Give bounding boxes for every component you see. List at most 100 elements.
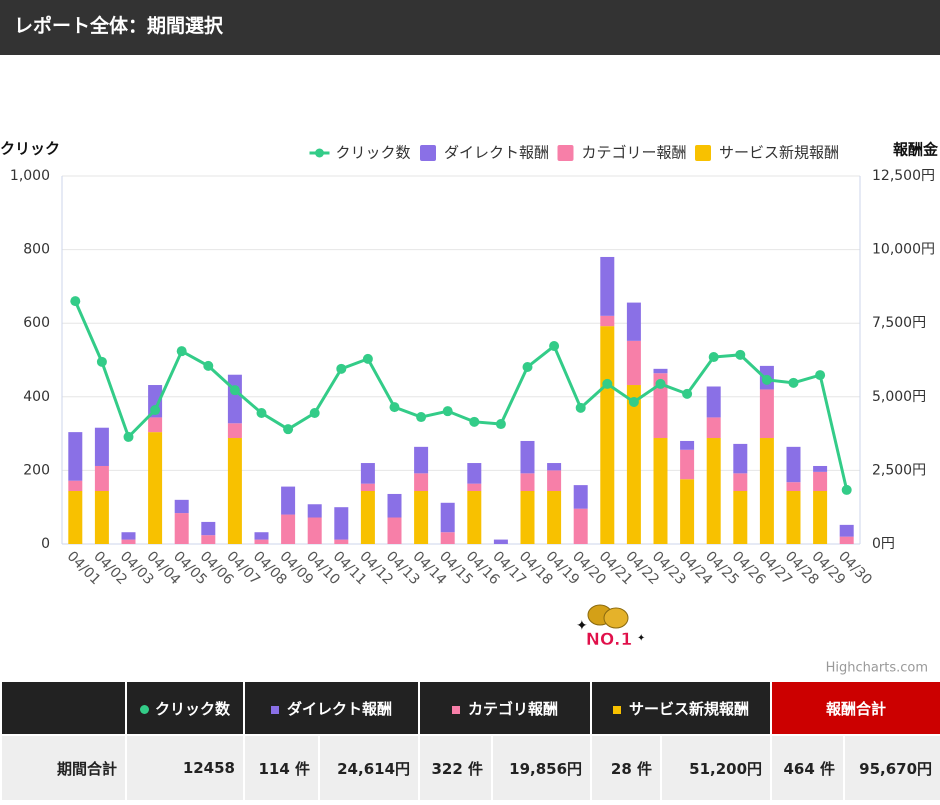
bar-segment [227, 374, 242, 424]
line-marker [362, 353, 373, 364]
y-tick-label: 600 [23, 315, 50, 331]
legend-label: カテゴリー報酬 [582, 144, 687, 162]
bar-segment [414, 446, 429, 474]
table-cell: 114 件 [243, 734, 320, 802]
bar-segment [573, 508, 588, 544]
table-cell: 期間合計 [0, 734, 127, 802]
bar-segment [813, 465, 828, 472]
bar-segment [547, 491, 562, 544]
table-cell: 322 件 [418, 734, 494, 802]
bar-segment [360, 463, 375, 484]
table-cell: 19,856円 [491, 734, 593, 802]
line-marker [442, 406, 453, 417]
bar-segment [334, 539, 349, 544]
bar-segment [281, 486, 296, 515]
bar-segment [520, 473, 535, 492]
y-tick-label: 1,000 [10, 168, 50, 184]
y2-tick-label: 10,000円 [872, 242, 935, 258]
y2-axis-title: 報酬金 [893, 141, 939, 159]
svg-text:✦: ✦ [637, 633, 645, 644]
bar-segment [520, 491, 535, 544]
header-cell: ダイレクト報酬 [242, 680, 421, 736]
y2-tick-label: 7,500円 [872, 315, 926, 331]
legend-marker [315, 148, 324, 158]
bar-segment [68, 491, 83, 544]
line-marker [682, 388, 693, 399]
bar-segment [467, 483, 482, 492]
bar-segment [573, 485, 588, 509]
line-marker [735, 349, 746, 360]
bar-segment [387, 517, 402, 544]
chart: クリック 報酬金 0 200 400 600 800 1,000 0円 2,500円 5,000… [0, 140, 939, 676]
summary-table: クリック数 ダイレクト報酬 カテゴリ報酬 サービス新規報酬 報酬合計 期間合計 1… [0, 680, 940, 802]
header-text: カテゴリ報酬 [468, 699, 559, 718]
bar-segment [600, 256, 615, 316]
bar-segment [706, 386, 721, 418]
bar-segment [414, 491, 429, 544]
bar-segment [706, 417, 721, 439]
bar-segment [733, 491, 748, 544]
y-tick-label: 200 [23, 462, 50, 478]
bar-segment [94, 491, 109, 544]
table-cell: 24,614円 [317, 734, 421, 802]
y2-tick-label: 12,500円 [872, 168, 935, 184]
bar-segment [440, 532, 455, 544]
header-text: 報酬合計 [826, 699, 887, 718]
bar-segment [786, 446, 801, 483]
line-marker [522, 361, 533, 372]
bar-segment [201, 535, 216, 544]
bar-segment [813, 491, 828, 544]
line-marker [336, 363, 347, 374]
line-marker [655, 378, 666, 389]
legend-label: ダイレクト報酬 [444, 144, 549, 162]
y-axis-title: クリック [0, 140, 60, 158]
bar-segment [174, 513, 189, 544]
bar-segment [600, 326, 615, 544]
bar-segment [680, 440, 695, 450]
header-cell [0, 680, 127, 736]
line-marker [788, 377, 799, 388]
table-row: 期間合計 12458 114 件 24,614円 322 件 19,856円 28 件 51,… [0, 734, 940, 802]
bar-segment [94, 465, 109, 492]
line-marker [389, 402, 400, 413]
bar-segment [467, 491, 482, 544]
legend-label: サービス新規報酬 [719, 144, 839, 162]
line-marker [309, 407, 320, 418]
line-marker [575, 402, 586, 413]
bar-segment [307, 517, 322, 544]
y-tick-label: 0 [41, 536, 50, 552]
line-marker [283, 424, 294, 435]
bar-segment [68, 432, 83, 481]
line-marker [495, 419, 506, 430]
legend-marker [557, 145, 574, 161]
line-marker [229, 385, 240, 396]
bar-segment [759, 389, 774, 439]
bar-segment [733, 443, 748, 474]
bar-segment [121, 539, 136, 544]
bar-segment [227, 438, 242, 544]
bar-segment [547, 470, 562, 492]
line [73, 300, 849, 491]
bar-segment [467, 463, 482, 484]
bar-segment [626, 302, 641, 341]
y-tick-label: 800 [23, 242, 50, 258]
bar-segment [201, 521, 216, 536]
y-tick-label: 400 [23, 389, 50, 405]
line-marker [549, 341, 560, 352]
bar-segment [148, 417, 163, 433]
bar-segment [254, 539, 269, 544]
badge-icon: ✦ ✦ NO.1 [576, 604, 645, 650]
bar-segment [839, 536, 854, 544]
bar-segment [626, 385, 641, 544]
bar-segment [334, 507, 349, 540]
line-marker [123, 431, 134, 442]
bar-segment [520, 440, 535, 474]
header-text: ダイレクト報酬 [287, 699, 393, 718]
line-marker [150, 405, 161, 416]
legend-marker [420, 145, 436, 161]
bar-segment [733, 473, 748, 492]
bar-segment [387, 493, 402, 518]
line-marker [815, 370, 826, 381]
legend-marker [695, 145, 711, 161]
